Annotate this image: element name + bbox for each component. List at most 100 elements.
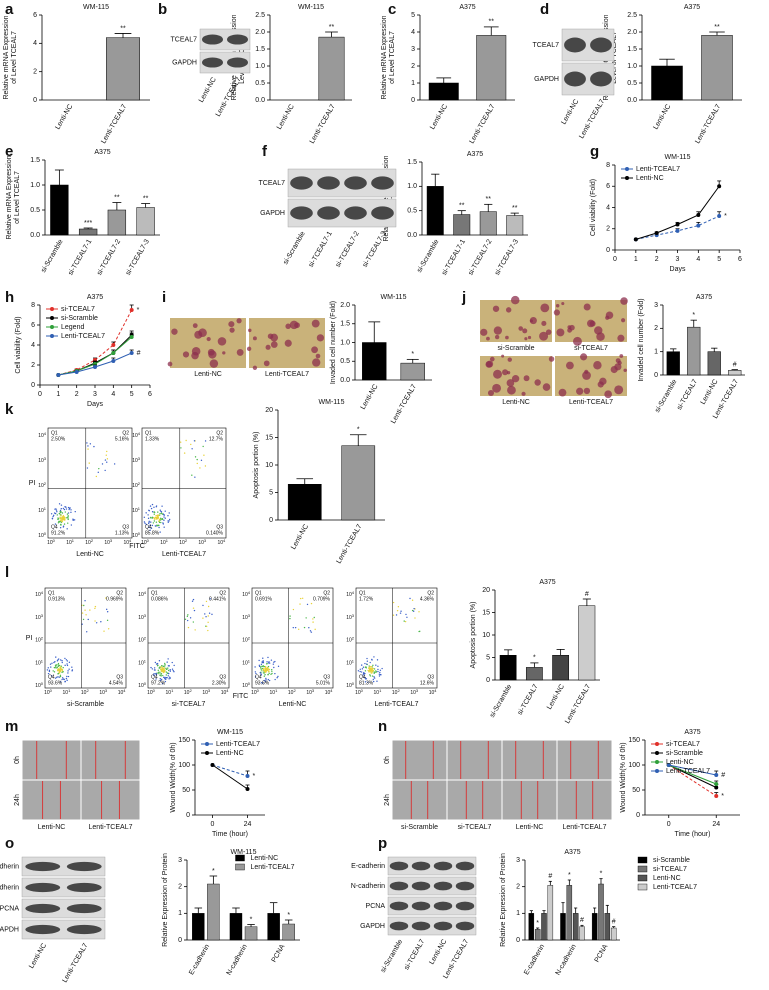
tick-base: 10: [346, 638, 352, 644]
stained-cell: [621, 318, 626, 323]
panel-letter: k: [5, 401, 14, 418]
stained-cell: [198, 328, 207, 338]
event-dot: [147, 522, 150, 525]
x-tick-label: E-cadherin: [523, 943, 546, 976]
event-dot: [68, 508, 70, 511]
event-dot: [66, 513, 69, 515]
event-dot: [106, 611, 109, 613]
bar: [267, 913, 280, 941]
tick-base: 10: [221, 690, 227, 696]
event-dot: [360, 671, 363, 673]
chart-title: WM-115: [217, 729, 243, 736]
event-dot: [72, 519, 74, 521]
event-dot: [173, 671, 175, 673]
x-tick-label: 104: [123, 538, 132, 546]
blot-lane-label: si-Scramble: [282, 230, 307, 266]
tick-exponent: 2: [352, 636, 355, 641]
blot-band: [433, 881, 453, 891]
bar: [728, 370, 742, 376]
point: [714, 785, 719, 790]
event-dot: [211, 613, 213, 616]
x-tick-label: Lenti-NC: [429, 103, 449, 130]
legend-marker: [625, 167, 629, 171]
event-dot: [379, 669, 382, 671]
event-dot: [305, 617, 307, 619]
event-dot: [203, 454, 205, 456]
bar: [610, 927, 617, 941]
event-dot: [56, 660, 59, 662]
event-dot: [64, 681, 66, 683]
tick-exponent: 3: [204, 538, 207, 543]
y-tick-label: 1.5: [407, 159, 417, 166]
event-dot: [59, 517, 62, 520]
x-tick-label: si-TCEAL7-1: [67, 238, 93, 276]
stained-cell: [582, 371, 591, 380]
x-tick-label: si-TCEAL7-3: [494, 238, 520, 276]
tick-base: 10: [242, 683, 248, 689]
y-tick-label: 20: [482, 587, 490, 594]
event-dot: [260, 663, 263, 666]
y-tick-label: 1: [411, 80, 415, 87]
event-dot: [48, 670, 51, 673]
stained-cell: [217, 337, 227, 346]
tick-exponent: 2: [41, 636, 44, 641]
tick-exponent: 0: [361, 688, 364, 693]
wound-caption: Lenti-TCEAL7: [563, 824, 607, 831]
event-dot: [294, 626, 297, 629]
legend-label: si-Scramble: [653, 857, 690, 864]
event-dot: [56, 511, 58, 513]
stained-cell: [229, 327, 235, 333]
event-dot: [60, 514, 62, 517]
y-tick-label: 0: [178, 937, 182, 944]
significance: #: [548, 873, 552, 880]
event-dot: [144, 522, 146, 524]
y-tick-label: 2.5: [255, 12, 265, 19]
event-dot: [55, 656, 57, 658]
y-tick-label: 100: [178, 762, 190, 769]
event-dot: [310, 602, 313, 605]
bar: [687, 326, 701, 376]
blot-lane-label: si-Scramble: [380, 938, 405, 974]
event-dot: [51, 662, 53, 664]
wound-image: [392, 740, 447, 780]
event-dot: [194, 476, 196, 478]
tick-base: 10: [429, 690, 435, 696]
x-tick-label: Lenti-TCEAL7: [694, 103, 722, 145]
panel-letter: l: [5, 564, 9, 581]
event-dot: [153, 506, 155, 508]
quadrant-name: Q4: [255, 674, 262, 680]
stained-cell: [493, 326, 503, 335]
event-dot: [202, 617, 204, 619]
event-dot: [314, 628, 316, 631]
event-dot: [155, 518, 157, 520]
blot-strip: [21, 877, 106, 898]
y-tick-label: 20: [265, 407, 273, 414]
blot-band: [389, 881, 409, 891]
chart-title: WM-115: [298, 4, 324, 11]
y-axis-label: Relative Expression of Protein: [500, 853, 507, 947]
stained-cell: [614, 385, 624, 395]
y-axis-label: Invaded cell number (Fold): [330, 301, 337, 384]
event-dot: [164, 671, 166, 673]
x-tick-label: 104: [429, 688, 438, 696]
stained-cell: [583, 387, 591, 395]
event-dot: [163, 667, 166, 669]
event-dot: [196, 462, 198, 465]
event-dot: [260, 668, 262, 670]
quadrant-percent: 0.441%: [209, 596, 227, 602]
event-dot: [411, 609, 414, 612]
event-dot: [359, 668, 361, 671]
event-dot: [60, 681, 62, 683]
wound-image: [502, 740, 557, 780]
x-tick-label: Lenti-NC: [700, 378, 720, 405]
event-dot: [378, 675, 381, 677]
event-dot: [399, 612, 402, 614]
event-dot: [270, 673, 272, 676]
stained-cell: [619, 354, 624, 358]
event-dot: [95, 475, 98, 478]
stained-cell: [312, 358, 321, 367]
legend-swatch: [235, 863, 245, 871]
x-axis-label: Days: [87, 401, 103, 408]
event-dot: [274, 660, 276, 663]
event-dot: [193, 440, 196, 442]
